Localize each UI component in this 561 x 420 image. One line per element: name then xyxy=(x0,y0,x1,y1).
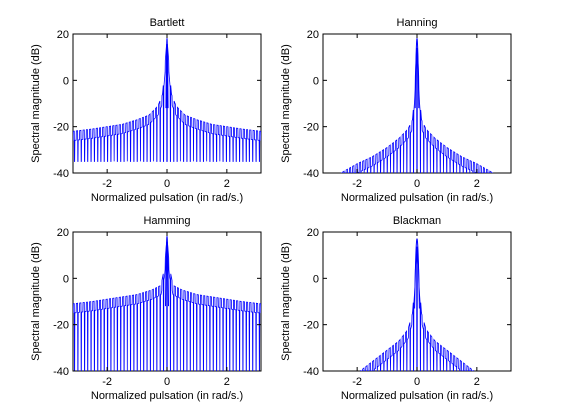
y-axis-label: Spectral magnitude (dB) xyxy=(280,44,292,163)
x-tick-label: 2 xyxy=(474,376,480,388)
spectrum-line xyxy=(359,246,475,371)
y-tick-label: 20 xyxy=(307,227,319,239)
y-axis-label: Spectral magnitude (dB) xyxy=(30,44,42,163)
subplot-title: Bartlett xyxy=(150,17,185,29)
spectrum-line xyxy=(340,47,494,173)
y-axis-label: Spectral magnitude (dB) xyxy=(280,242,292,361)
x-tick-label: 0 xyxy=(414,376,420,388)
y-tick-label: -40 xyxy=(303,168,319,180)
x-tick-label: 0 xyxy=(164,376,170,388)
x-axis-label: Normalized pulsation (in rad/s.) xyxy=(341,390,493,402)
y-tick-label: 20 xyxy=(57,29,69,41)
x-tick-label: 2 xyxy=(224,178,230,190)
y-tick-label: 20 xyxy=(57,227,69,239)
y-tick-label: -20 xyxy=(53,320,69,332)
x-tick-label: -2 xyxy=(352,178,362,190)
y-tick-label: 0 xyxy=(313,273,319,285)
y-tick-label: 0 xyxy=(63,75,69,87)
y-tick-label: -20 xyxy=(53,122,69,134)
y-axis-label: Spectral magnitude (dB) xyxy=(30,242,42,361)
main-lobe-line xyxy=(165,235,169,307)
main-lobe-line xyxy=(414,37,420,109)
x-tick-label: -2 xyxy=(352,376,362,388)
x-axis-label: Normalized pulsation (in rad/s.) xyxy=(91,390,243,402)
x-tick-label: -2 xyxy=(102,376,112,388)
x-tick-label: 2 xyxy=(474,178,480,190)
main-lobe-line xyxy=(414,238,420,309)
y-tick-label: -20 xyxy=(303,122,319,134)
subplot-title: Hanning xyxy=(397,17,438,29)
x-tick-label: -2 xyxy=(102,178,112,190)
x-tick-label: 0 xyxy=(164,178,170,190)
subplot-title: Blackman xyxy=(393,215,441,227)
y-tick-label: -40 xyxy=(53,168,69,180)
y-tick-label: 0 xyxy=(313,75,319,87)
x-tick-label: 2 xyxy=(224,376,230,388)
y-tick-label: 0 xyxy=(63,273,69,285)
y-tick-label: 20 xyxy=(307,29,319,41)
subplot-title: Hamming xyxy=(143,215,190,227)
y-tick-label: -40 xyxy=(303,366,319,378)
x-axis-label: Normalized pulsation (in rad/s.) xyxy=(341,192,493,204)
x-tick-label: 0 xyxy=(414,178,420,190)
y-tick-label: -20 xyxy=(303,320,319,332)
spectrum-line xyxy=(73,43,261,162)
main-lobe-line xyxy=(165,36,169,109)
x-axis-label: Normalized pulsation (in rad/s.) xyxy=(91,192,243,204)
y-tick-label: -40 xyxy=(53,366,69,378)
